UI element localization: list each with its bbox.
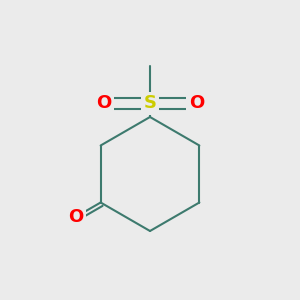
Text: O: O — [189, 94, 204, 112]
Text: O: O — [96, 94, 111, 112]
Text: O: O — [68, 208, 84, 226]
Text: S: S — [143, 94, 157, 112]
